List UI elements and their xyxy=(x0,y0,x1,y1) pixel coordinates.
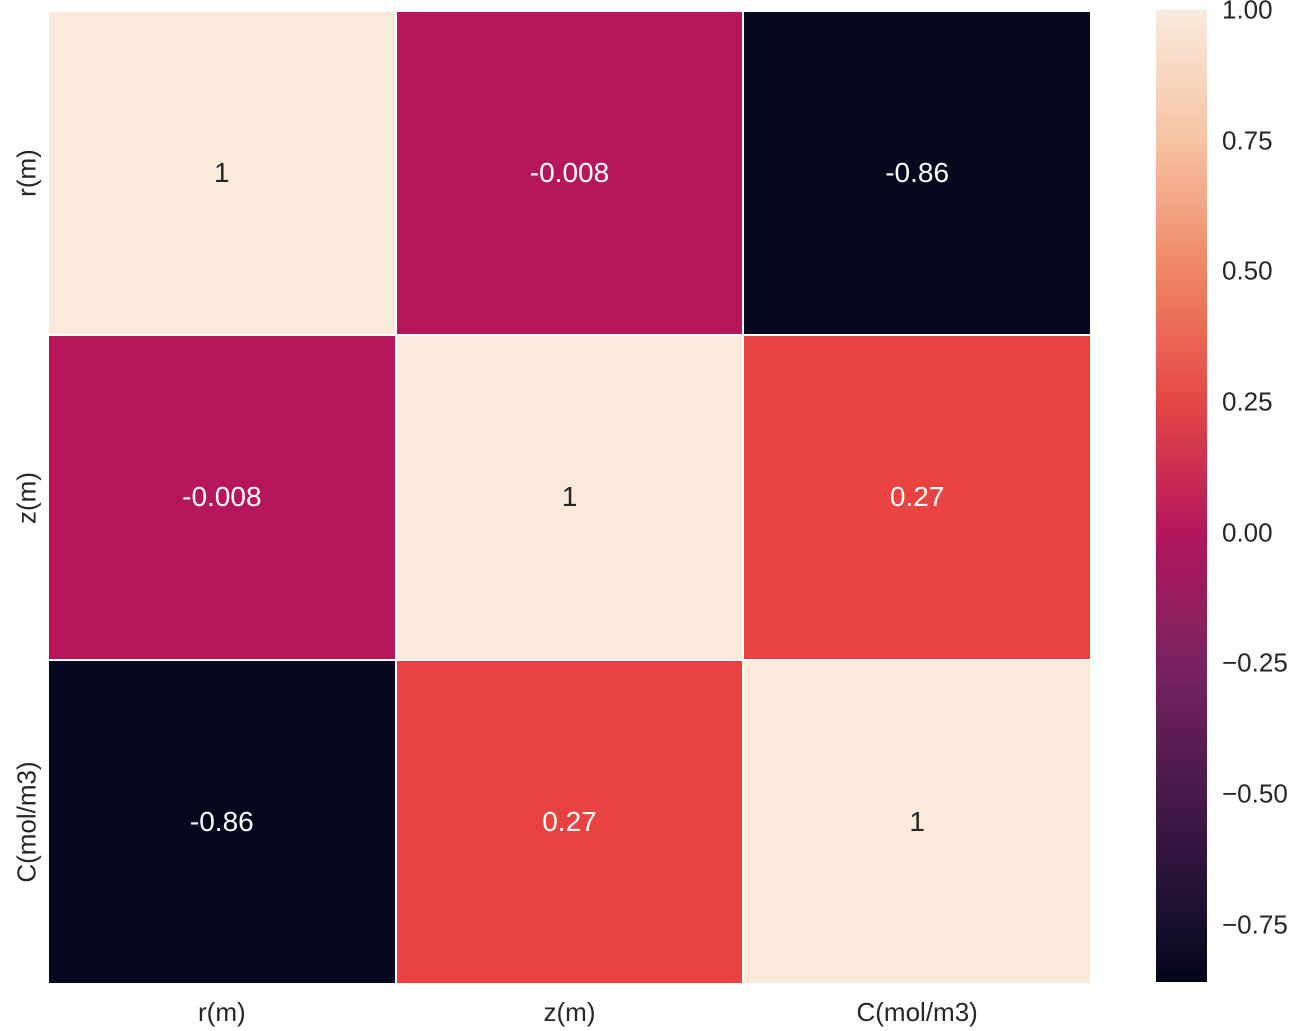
cell-annotation: 1 xyxy=(909,805,925,837)
cell-annotation: -0.008 xyxy=(182,481,262,513)
heatmap-cell-r0-c2: -0.86 xyxy=(744,12,1090,335)
colorbar-tick-label-7: −0.75 xyxy=(1222,909,1288,940)
colorbar-tick-label-3: 0.25 xyxy=(1222,386,1273,417)
colorbar-tick-label-2: 0.50 xyxy=(1222,255,1273,286)
y-tick-label-0: r(m) xyxy=(11,149,42,197)
colorbar-tick-label-1: 0.75 xyxy=(1222,125,1273,156)
colorbar-tick-label-6: −0.50 xyxy=(1222,778,1288,809)
heatmap-cell-r2-c0: -0.86 xyxy=(49,660,395,983)
colorbar xyxy=(1156,10,1207,982)
y-tick-label-1: z(m) xyxy=(11,471,42,524)
heatmap-cell-r2-c2: 1 xyxy=(744,660,1090,983)
colorbar-tick-label-4: 0.00 xyxy=(1222,517,1273,548)
colorbar-tick-label-0: 1.00 xyxy=(1222,0,1273,25)
cell-annotation: 1 xyxy=(561,481,578,513)
heatmap-cell-r1-c1: 1 xyxy=(396,336,743,659)
cell-annotation: 0.27 xyxy=(889,481,945,513)
cell-annotation: -0.86 xyxy=(189,805,254,837)
heatmap-cell-r1-c2: 0.27 xyxy=(744,336,1090,659)
cell-annotation: 0.27 xyxy=(542,805,597,837)
x-tick-label-0: r(m) xyxy=(198,997,246,1027)
x-tick-label-2: C(mol/m3) xyxy=(856,997,978,1027)
y-tick-label-2: C(mol/m3) xyxy=(11,761,42,883)
cell-annotation: 1 xyxy=(214,157,230,189)
heatmap-cell-r0-c0: 1 xyxy=(49,12,395,335)
cell-annotation: -0.86 xyxy=(885,157,950,189)
x-tick-label-1: z(m) xyxy=(543,997,596,1027)
heatmap-grid: 1 -0.008 -0.86 -0.008 1 0.27 -0.86 0.27 1 xyxy=(49,12,1090,983)
heatmap-cell-r0-c1: -0.008 xyxy=(396,12,743,335)
heatmap-cell-r2-c1: 0.27 xyxy=(396,660,743,983)
colorbar-tick-label-5: −0.25 xyxy=(1222,647,1288,678)
heatmap-cell-r1-c0: -0.008 xyxy=(49,336,395,659)
cell-annotation: -0.008 xyxy=(529,157,610,189)
